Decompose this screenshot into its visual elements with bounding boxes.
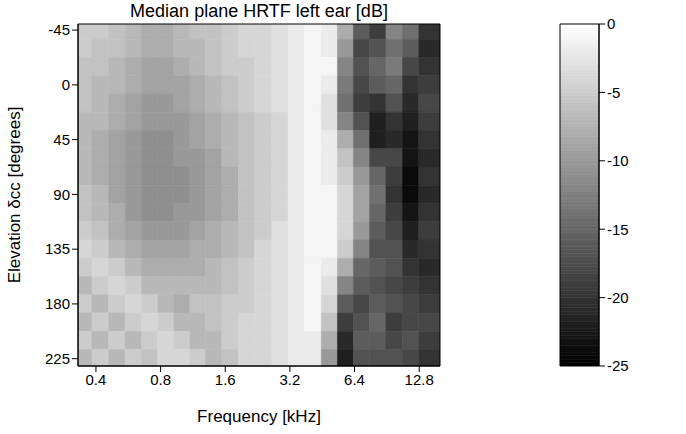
svg-text:180: 180 — [45, 295, 70, 312]
svg-text:Elevation δcc [degrees]: Elevation δcc [degrees] — [5, 107, 24, 284]
html-text:Median plane HRTF left ear [dB: Median plane HRTF left ear [dB] — [130, 1, 388, 21]
svg-text:6.4: 6.4 — [344, 371, 365, 388]
svg-text:3.2: 3.2 — [279, 371, 300, 388]
svg-text:-10: -10 — [607, 152, 629, 169]
svg-text:225: 225 — [45, 350, 70, 367]
svg-text:-25: -25 — [607, 357, 629, 374]
svg-text:0: 0 — [607, 15, 615, 32]
svg-text:Frequency [kHz]: Frequency [kHz] — [197, 407, 321, 426]
svg-text:135: 135 — [45, 240, 70, 257]
svg-text:45: 45 — [53, 131, 70, 148]
svg-text:0.4: 0.4 — [86, 371, 107, 388]
svg-text:-5: -5 — [607, 84, 620, 101]
svg-text:-15: -15 — [607, 221, 629, 238]
svg-text:12.8: 12.8 — [405, 371, 434, 388]
svg-text:90: 90 — [53, 186, 70, 203]
svg-text:1.6: 1.6 — [215, 371, 236, 388]
svg-text:-45: -45 — [48, 21, 70, 38]
svg-text:0.8: 0.8 — [150, 371, 171, 388]
svg-text:-20: -20 — [607, 289, 629, 306]
svg-text:0: 0 — [62, 76, 70, 93]
